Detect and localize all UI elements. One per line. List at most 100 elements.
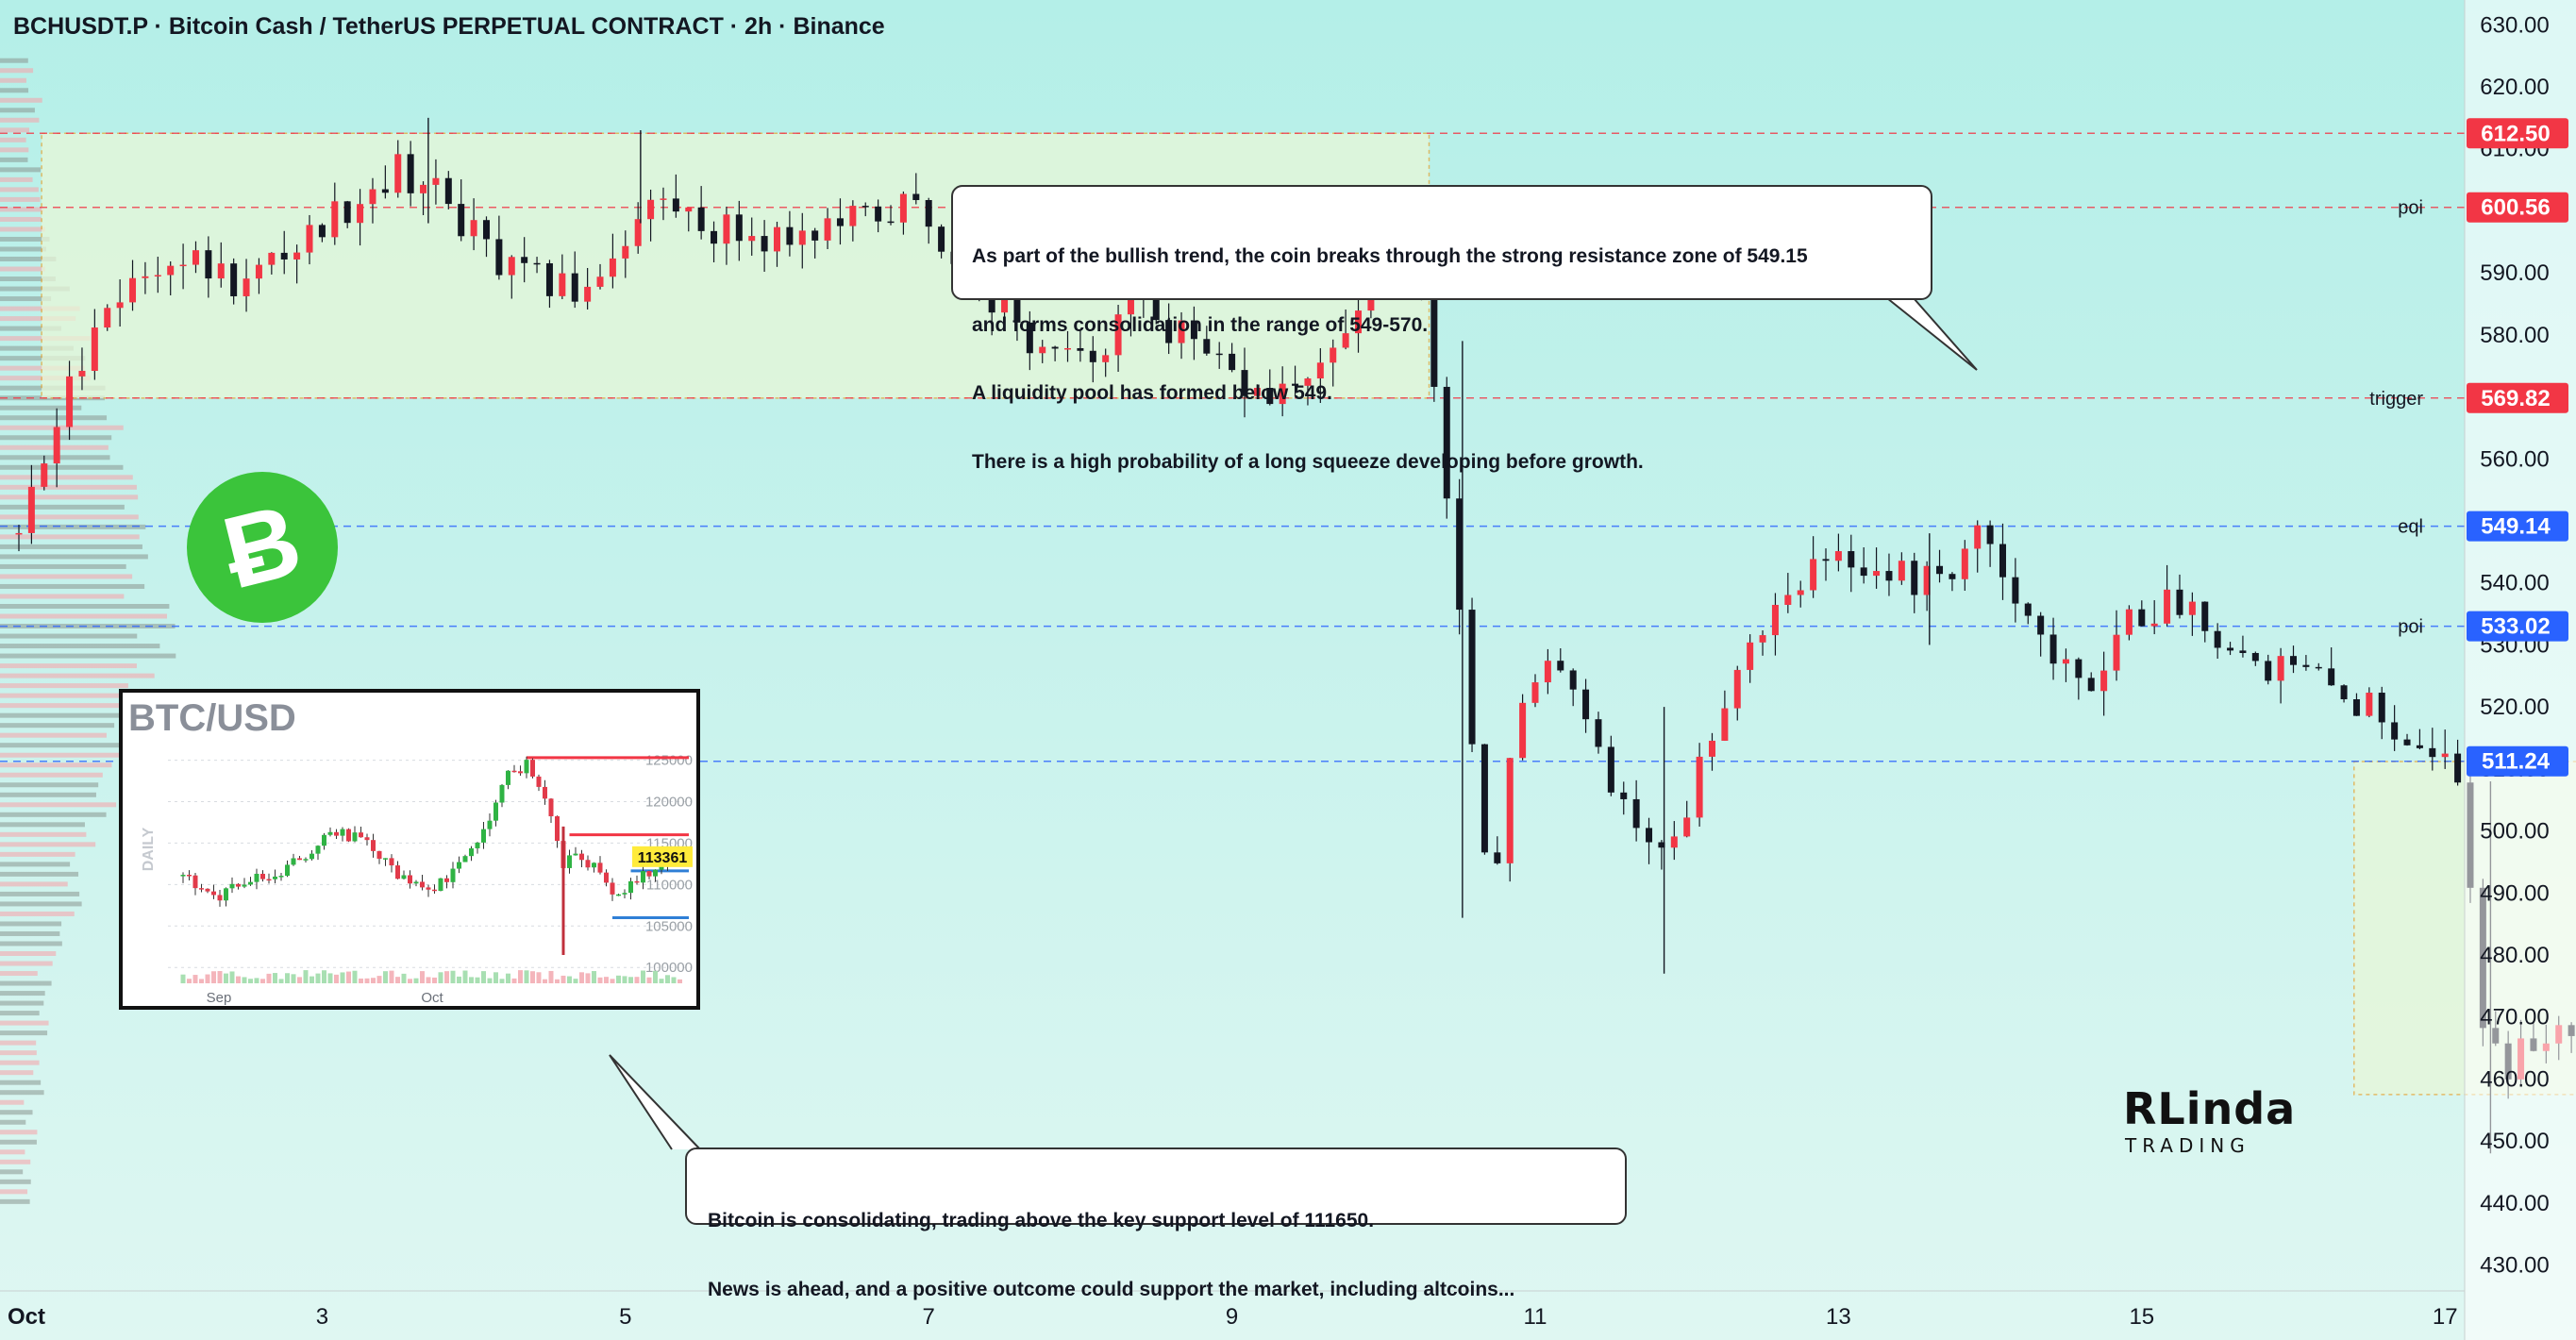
btc-inset-candle bbox=[260, 873, 265, 879]
price-axis[interactable]: 630.00620.00610.00600.00590.00580.00570.… bbox=[2464, 0, 2576, 1340]
btc-inset-candle bbox=[217, 895, 223, 901]
candle-bull bbox=[1747, 642, 1754, 670]
btc-inset-candle bbox=[432, 889, 437, 892]
volume-profile-bar bbox=[0, 1159, 31, 1164]
candle-bear bbox=[444, 177, 452, 205]
candle-bull bbox=[584, 286, 592, 302]
bitcoin-cash-coin-icon bbox=[187, 472, 338, 623]
btc-inset-candle bbox=[291, 858, 296, 865]
volume-profile-bar bbox=[0, 246, 47, 252]
price-axis-tick: 540.00 bbox=[2480, 571, 2549, 596]
candle-bear bbox=[2176, 589, 2183, 615]
btc-inset-volume bbox=[641, 970, 645, 983]
candle-bear bbox=[1026, 322, 1033, 354]
btc-inset-candle bbox=[573, 853, 578, 856]
btc-inset-candle bbox=[641, 871, 645, 883]
btc-inset-candle bbox=[401, 875, 407, 879]
btc-inset-candle bbox=[266, 879, 272, 881]
btc-inset-candle bbox=[506, 770, 510, 785]
candle-bull bbox=[2125, 609, 2133, 635]
btc-inset-candle bbox=[309, 853, 314, 860]
candle-bear bbox=[912, 193, 920, 201]
volume-profile-bar bbox=[0, 930, 60, 936]
btc-inset-title: BTC/USD bbox=[128, 697, 296, 739]
btc-inset-last-price: 113361 bbox=[638, 850, 688, 866]
candle-bear bbox=[1165, 320, 1173, 343]
volume-profile-bar bbox=[0, 961, 53, 966]
btc-inset-candle bbox=[597, 863, 603, 873]
btc-inset-volume bbox=[597, 977, 603, 983]
price-axis-tick: 440.00 bbox=[2480, 1191, 2549, 1216]
btc-inset-volume bbox=[327, 973, 333, 983]
btc-inset-candle bbox=[548, 798, 554, 817]
volume-profile-bar bbox=[0, 901, 82, 907]
time-axis-tick: 9 bbox=[1226, 1304, 1238, 1330]
candle-bear bbox=[1911, 561, 1918, 595]
candle-bull bbox=[723, 214, 730, 244]
btc-inset-volume bbox=[628, 977, 633, 983]
candle-bear bbox=[2302, 664, 2310, 667]
candle-bull bbox=[559, 273, 566, 296]
btc-inset-volume bbox=[309, 976, 314, 983]
volume-profile-bar bbox=[0, 743, 133, 748]
btc-inset-volume bbox=[413, 978, 419, 983]
candle-bear bbox=[1494, 852, 1501, 863]
volume-profile-bar bbox=[0, 108, 35, 113]
candle-bear bbox=[458, 204, 465, 237]
candle-bear bbox=[2214, 630, 2221, 648]
candle-bear bbox=[1620, 792, 1628, 799]
time-axis-tick: 7 bbox=[923, 1304, 935, 1330]
btc-inset-volume bbox=[187, 979, 192, 983]
btc-inset-candle bbox=[493, 802, 498, 821]
price-level-tag: poi bbox=[2398, 617, 2423, 638]
btc-inset-candle bbox=[604, 872, 609, 883]
volume-profile-bar bbox=[0, 762, 112, 768]
btc-inset-volume bbox=[457, 976, 461, 983]
btc-inset-volume bbox=[438, 972, 443, 983]
candle-bear bbox=[2403, 739, 2411, 745]
price-axis-tick: 580.00 bbox=[2480, 323, 2549, 348]
candle-bear bbox=[887, 221, 895, 224]
candle-bear bbox=[1051, 346, 1059, 349]
volume-profile-bar bbox=[0, 544, 142, 549]
candle-bull bbox=[660, 198, 667, 200]
price-level-badge bbox=[2467, 745, 2568, 777]
btc-inset-candle bbox=[530, 760, 535, 777]
volume-profile-bar bbox=[0, 236, 50, 242]
candle-bear bbox=[1860, 567, 1867, 577]
btc-inset-candle bbox=[229, 883, 235, 889]
volume-profile-bar bbox=[0, 644, 160, 649]
candle-bull bbox=[899, 193, 907, 223]
candle-bull bbox=[2150, 623, 2158, 627]
volume-profile-bar bbox=[0, 842, 96, 847]
candle-bear bbox=[343, 201, 351, 224]
btc-inset-candle bbox=[420, 881, 425, 888]
volume-profile-bar bbox=[0, 792, 96, 797]
candle-bull bbox=[154, 275, 161, 276]
volume-profile-bar bbox=[0, 921, 62, 927]
price-level-badge bbox=[2467, 382, 2568, 413]
candle-bull bbox=[1696, 756, 1703, 818]
candle-bear bbox=[521, 257, 528, 263]
btc-inset-volume bbox=[475, 977, 480, 983]
btc-inset-volume bbox=[199, 979, 204, 983]
candle-bull bbox=[1001, 299, 1009, 313]
price-level-tag: poi bbox=[2398, 198, 2423, 219]
candle-bull bbox=[774, 226, 780, 252]
candle-bull bbox=[1253, 388, 1261, 396]
btc-inset-candle bbox=[192, 875, 198, 889]
time-axis[interactable]: Oct357911131517192123252729Nov bbox=[0, 1290, 2576, 1330]
candle-bull bbox=[217, 263, 225, 279]
btc-inset-volume bbox=[671, 977, 677, 983]
volume-profile-bar bbox=[0, 911, 75, 916]
candle-bear bbox=[2265, 661, 2272, 681]
candle-bear bbox=[1089, 350, 1096, 362]
time-axis-tick: 15 bbox=[2129, 1304, 2154, 1330]
volume-profile-bar bbox=[0, 316, 76, 322]
price-level-badge-label: 612.50 bbox=[2481, 121, 2550, 146]
btc-inset-candle bbox=[248, 881, 253, 885]
btc-inset-volume bbox=[364, 978, 370, 983]
price-axis-tick: 630.00 bbox=[2480, 12, 2549, 38]
btc-inset-candle bbox=[383, 858, 388, 860]
bottom-note-line-2: News is ahead, and a positive outcome co… bbox=[708, 1278, 1515, 1300]
